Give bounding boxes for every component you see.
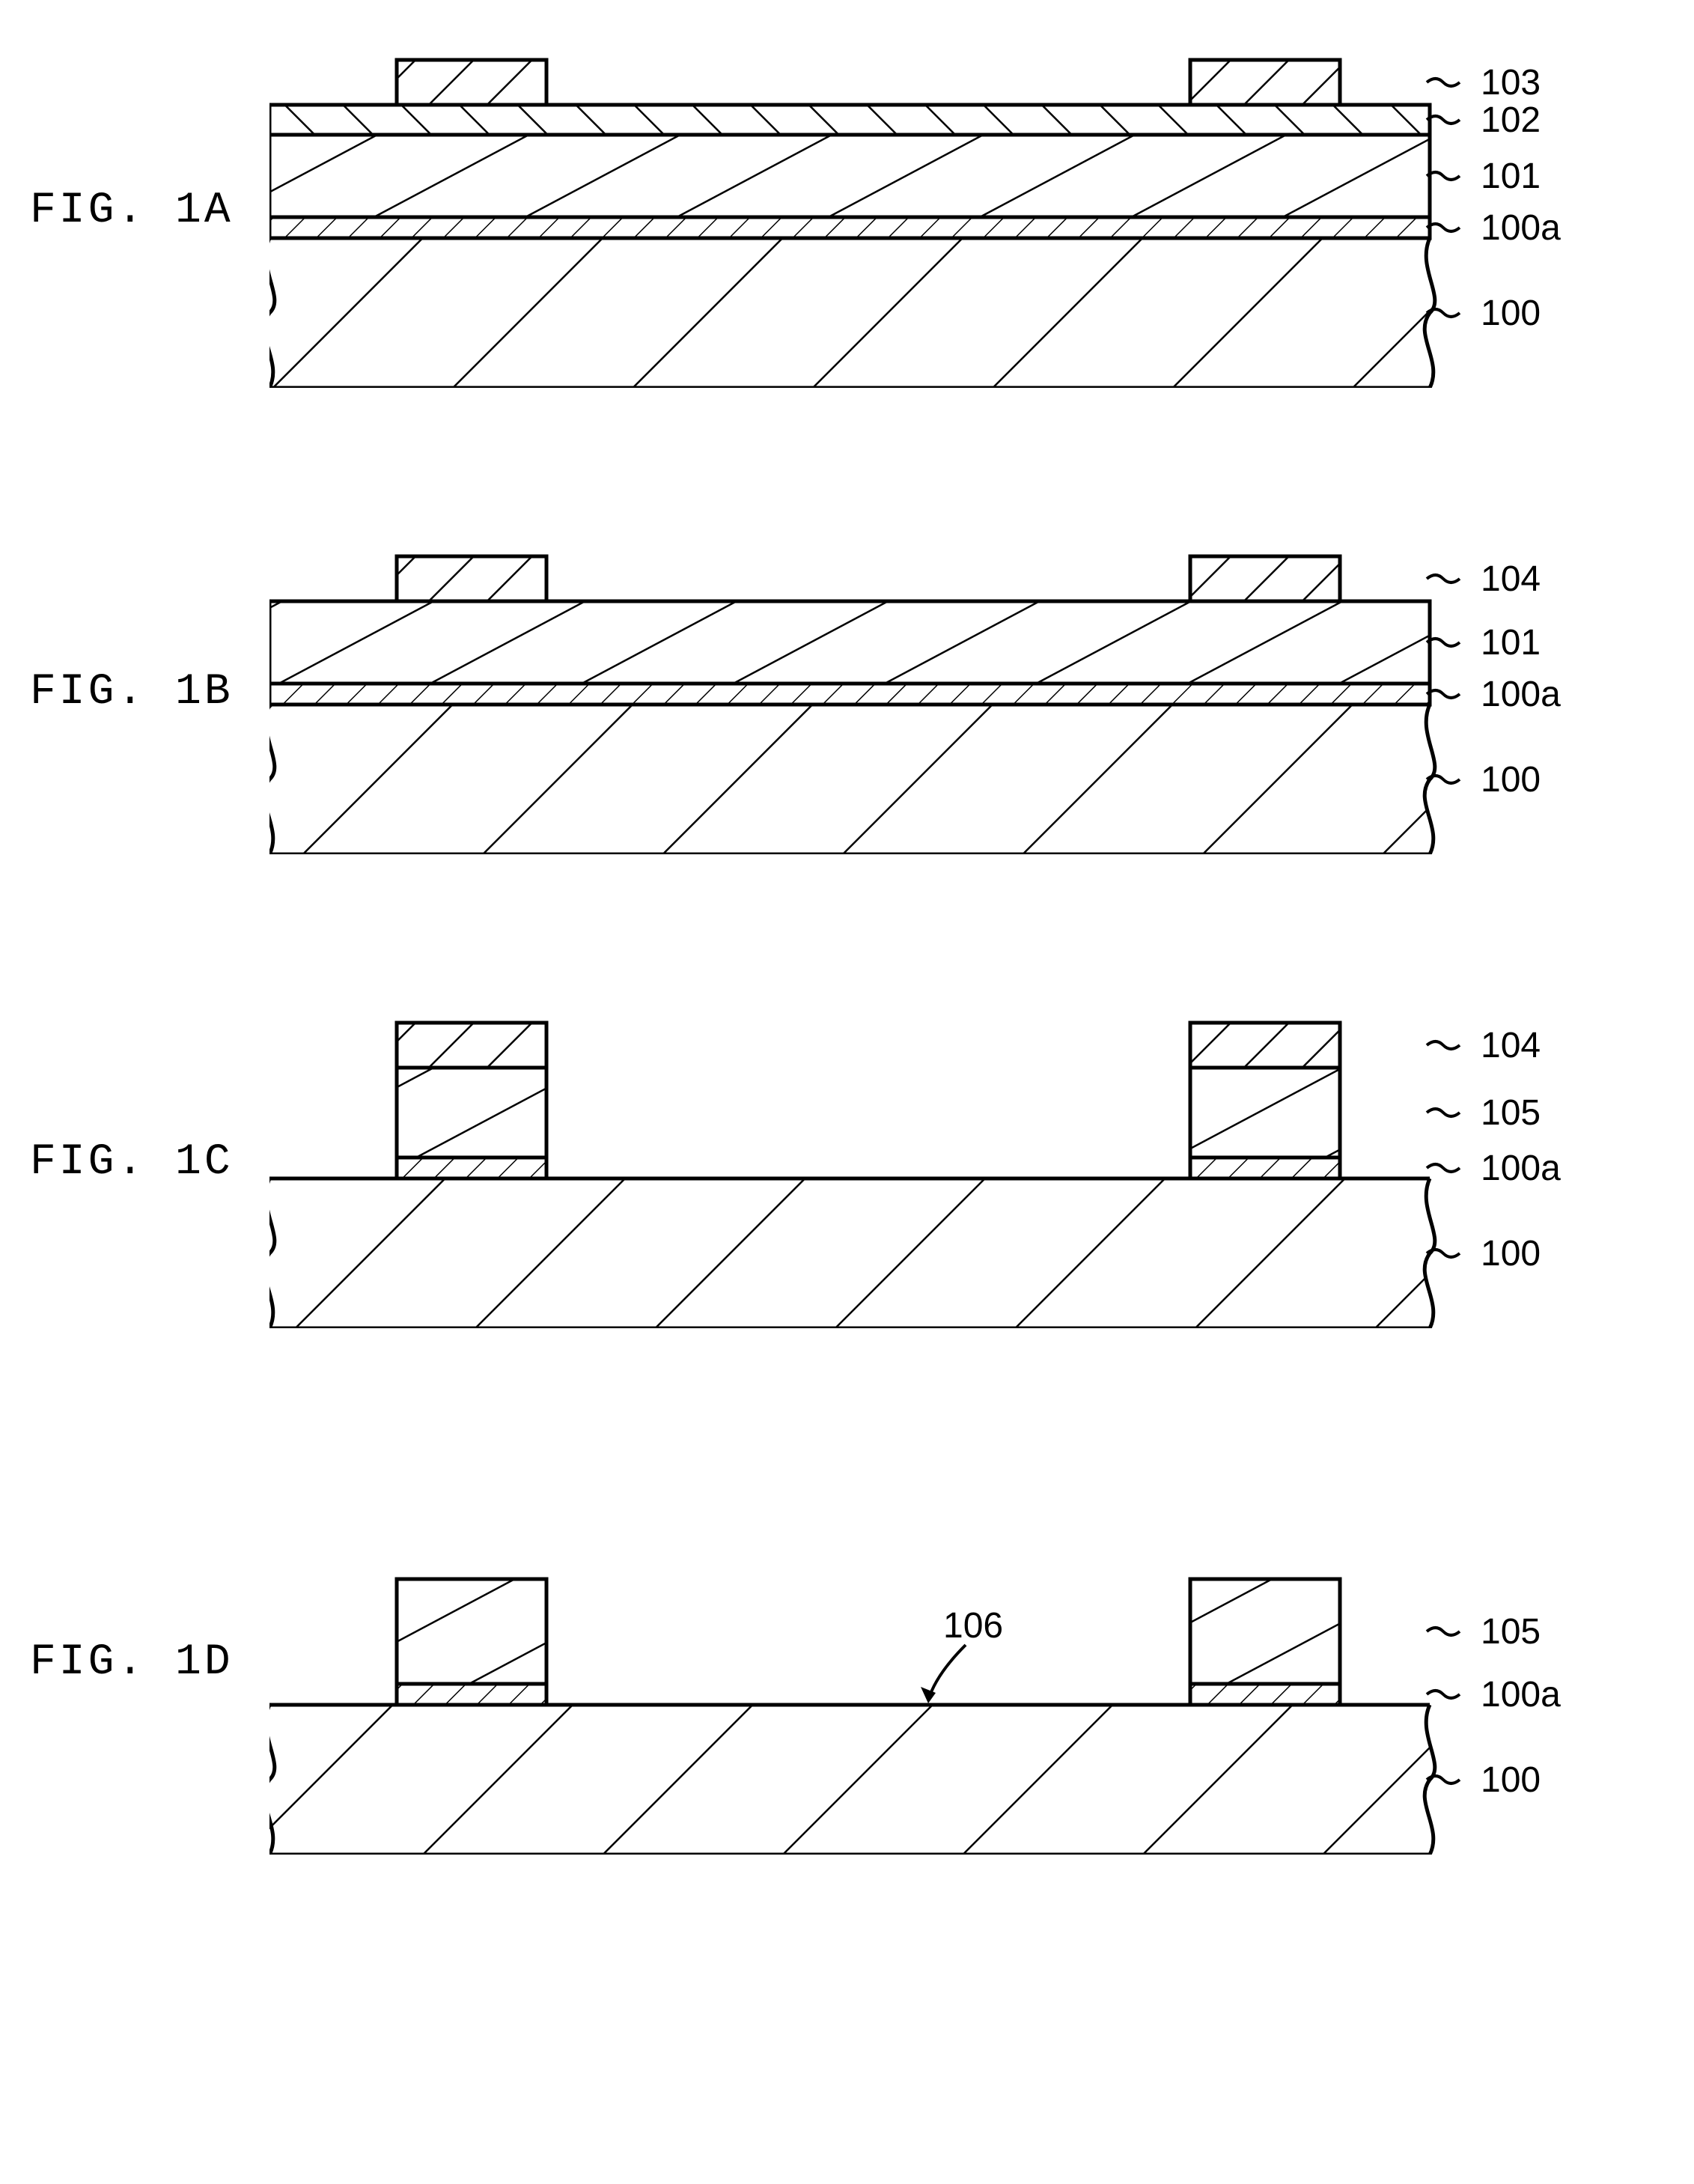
page-root: FIG. 1A 100 100a 101 102103 FIG. 1B 100 100a 101… [30,30,1664,1858]
figure-drawing: 100 100a 101 104 [269,526,1654,858]
ref-label-100: 100 [1481,293,1541,333]
ref-label-101: 101 [1481,156,1541,196]
ref-label-100: 100 [1481,1234,1541,1274]
ref-label-103: 103 [1481,63,1541,103]
ref-label-100: 100 [1481,760,1541,800]
figure-label: FIG. 1A [30,186,269,235]
figure-label: FIG. 1B [30,668,269,717]
ref-label-100a: 100a [1481,675,1561,714]
figure-row-A: FIG. 1A 100 100a 101 102103 [30,30,1664,392]
figure-row-B: FIG. 1B 100 100a 101 104 [30,526,1664,858]
figure-row-C: FIG. 1C 100 100a 105 104 [30,993,1664,1332]
figure-drawing: 100 100a 101 102103 [269,30,1654,392]
svg-text:106: 106 [943,1606,1003,1646]
ref-label-100a: 100a [1481,1149,1561,1188]
ref-label-100a: 100a [1481,1675,1561,1715]
ref-label-105: 105 [1481,1612,1541,1652]
ref-label-104: 104 [1481,559,1541,599]
figure-drawing: 100 100a 105 104 [269,993,1654,1332]
ref-label-102: 102 [1481,100,1541,140]
ref-label-100a: 100a [1481,208,1561,248]
ref-label-104: 104 [1481,1026,1541,1065]
ref-label-100: 100 [1481,1760,1541,1800]
figure-label: FIG. 1D [30,1638,269,1687]
ref-label-105: 105 [1481,1093,1541,1133]
figure-row-D: FIG. 1D 106 100 100a 105 [30,1467,1664,1858]
figure-label: FIG. 1C [30,1138,269,1187]
ref-label-101: 101 [1481,623,1541,663]
figure-drawing: 106 100 100a 105 [269,1467,1654,1858]
